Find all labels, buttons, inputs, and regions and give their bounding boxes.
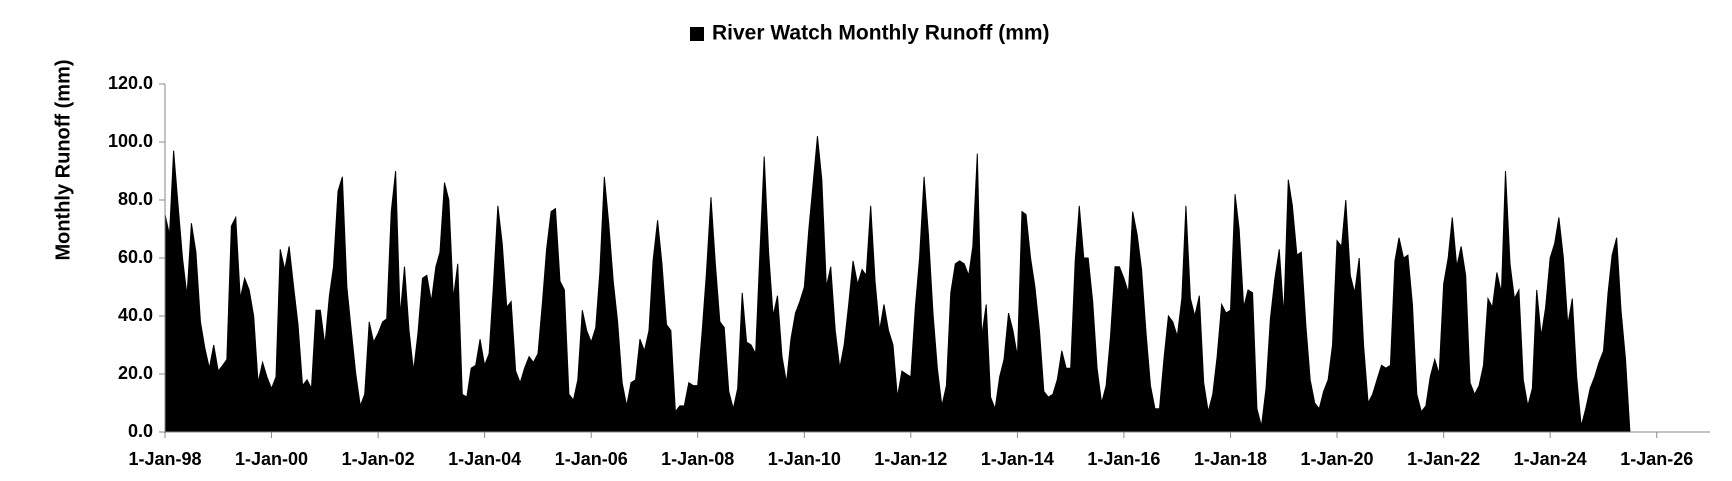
y-tick-label: 60.0 [118, 247, 153, 267]
x-tick-label: 1-Jan-06 [555, 449, 628, 469]
x-tick-label: 1-Jan-16 [1087, 449, 1160, 469]
y-tick-label: 100.0 [108, 131, 153, 151]
x-tick-label: 1-Jan-00 [235, 449, 308, 469]
x-tick-label: 1-Jan-10 [768, 449, 841, 469]
y-axis-title: Monthly Runoff (mm) [52, 59, 74, 260]
x-tick-label: 1-Jan-98 [128, 449, 201, 469]
x-tick-label: 1-Jan-18 [1194, 449, 1267, 469]
x-tick-label: 1-Jan-14 [981, 449, 1054, 469]
x-tick-label: 1-Jan-22 [1407, 449, 1480, 469]
legend-label: River Watch Monthly Runoff (mm) [712, 22, 1050, 45]
x-tick-label: 1-Jan-12 [874, 449, 947, 469]
x-tick-label: 1-Jan-26 [1620, 449, 1693, 469]
y-tick-label: 0.0 [128, 421, 153, 441]
area [164, 136, 1631, 433]
x-tick-label: 1-Jan-08 [661, 449, 734, 469]
y-tick-label: 40.0 [118, 305, 153, 325]
x-tick-label: 1-Jan-20 [1301, 449, 1374, 469]
y-tick-label: 20.0 [118, 363, 153, 383]
x-tick-label: 1-Jan-04 [448, 449, 521, 469]
y-tick-label: 80.0 [118, 189, 153, 209]
x-tick-label: 1-Jan-02 [342, 449, 415, 469]
y-tick-label: 120.0 [108, 73, 153, 93]
legend-swatch [690, 27, 704, 41]
x-tick-label: 1-Jan-24 [1514, 449, 1587, 469]
